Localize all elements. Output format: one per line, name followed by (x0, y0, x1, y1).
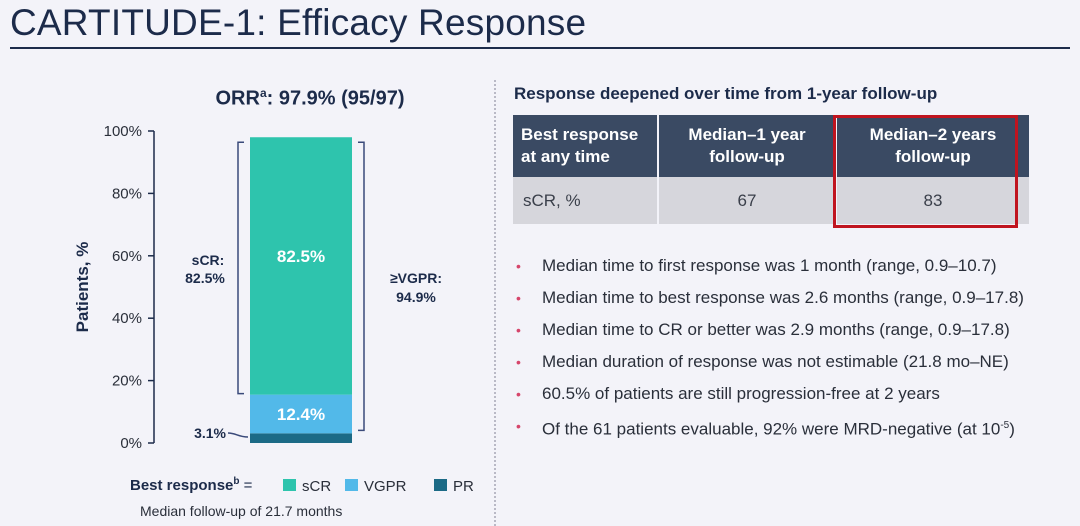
y-axis-title: Patients, % (73, 242, 92, 333)
bullet-text: 60.5% of patients are still progression-… (542, 384, 940, 403)
bar-segment-scr (250, 137, 352, 395)
legend-swatch-pr (434, 479, 447, 491)
legend-swatch-scr (283, 479, 296, 491)
data-label-vgpr: 12.4% (277, 405, 325, 424)
orr-footnote-mark: a (259, 86, 267, 100)
findings-list: • Median time to first response was 1 mon… (514, 255, 1024, 447)
table-title: Response deepened over time from 1-year … (514, 84, 938, 103)
page-title: CARTITUDE-1: Efficacy Response (10, 2, 587, 43)
row-label: sCR, % (513, 177, 659, 224)
bullet-icon: • (516, 258, 521, 274)
header-best-response: Best response at any time (513, 115, 659, 177)
section-divider (494, 80, 496, 526)
vgpr-bracket-value: 94.9% (396, 289, 436, 305)
y-tick-label: 40% (112, 310, 142, 327)
response-table: Best response at any time Median–1 year … (513, 115, 1029, 224)
header-median-2-years: Median–2 years follow-up (836, 115, 1029, 177)
scr-bracket-value: 82.5% (185, 270, 225, 286)
header-median-1-year: Median–1 year follow-up (658, 115, 837, 177)
bullet-icon: • (516, 386, 521, 402)
vgpr-bracket-label: ≥VGPR: (390, 270, 442, 286)
legend-label-vgpr: VGPR (364, 478, 407, 495)
bullet-superscript: -5 (1000, 420, 1010, 431)
bullet-text: Of the 61 patients evaluable, 92% were M… (542, 419, 1001, 439)
table-row: sCR, % 67 83 (513, 177, 1029, 224)
y-tick-label: 20% (112, 373, 142, 390)
bullet-icon: • (516, 354, 521, 370)
bullet-text-end: ) (1009, 419, 1015, 439)
y-tick-label: 0% (120, 435, 142, 452)
list-item: • Median duration of response was not est… (514, 351, 1024, 383)
bullet-text: Median time to first response was 1 mont… (542, 256, 997, 275)
chart-footnote: Median follow-up of 21.7 months (140, 503, 342, 519)
list-item: • Median time to first response was 1 mon… (514, 255, 1024, 287)
highlight-box (833, 115, 1018, 228)
list-item: • 60.5% of patients are still progression… (514, 383, 1024, 415)
y-tick-label: 80% (112, 185, 142, 202)
y-tick-label: 60% (112, 248, 142, 265)
bullet-text: Median time to best response was 2.6 mon… (542, 288, 1024, 307)
cell-1-year: 67 (658, 177, 837, 224)
bullet-text: Median time to CR or better was 2.9 mont… (542, 320, 1010, 339)
pr-leader-line (227, 432, 249, 438)
orr-label: ORR (215, 87, 260, 110)
best-response-chart: 0% 20% 40% 60% 80% 100% Patients, % 82.5% 12.4% 3… (73, 123, 474, 519)
bullet-icon: • (516, 290, 521, 306)
vgpr-bracket (358, 141, 365, 432)
scr-bracket-label: sCR: (192, 252, 225, 268)
orr-heading: ORRa: 97.9% (95/97) (150, 86, 470, 111)
list-item: • Of the 61 patients evaluable, 92% were … (514, 415, 1024, 447)
legend-swatch-vgpr (345, 479, 358, 491)
table-header-row: Best response at any time Median–1 year … (513, 115, 1029, 177)
list-item: • Median time to CR or better was 2.9 mon… (514, 319, 1024, 351)
orr-value: : 97.9% (95/97) (266, 87, 405, 110)
data-label-pr: 3.1% (194, 425, 226, 441)
bullet-text: Median duration of response was not esti… (542, 352, 1009, 371)
bar-segment-pr (250, 433, 352, 443)
list-item: • Median time to best response was 2.6 mo… (514, 287, 1024, 319)
title-divider (10, 47, 1070, 49)
bar-segment-vgpr (250, 394, 352, 434)
legend-title: Best responseb = (130, 476, 253, 494)
legend-label-scr: sCR (302, 478, 331, 495)
scr-bracket (237, 141, 244, 395)
cell-2-years: 83 (836, 177, 1029, 224)
bullet-icon: • (516, 418, 521, 434)
data-label-scr: 82.5% (277, 247, 325, 266)
y-tick-label: 100% (104, 123, 142, 140)
bullet-icon: • (516, 322, 521, 338)
legend-label-pr: PR (453, 478, 474, 495)
